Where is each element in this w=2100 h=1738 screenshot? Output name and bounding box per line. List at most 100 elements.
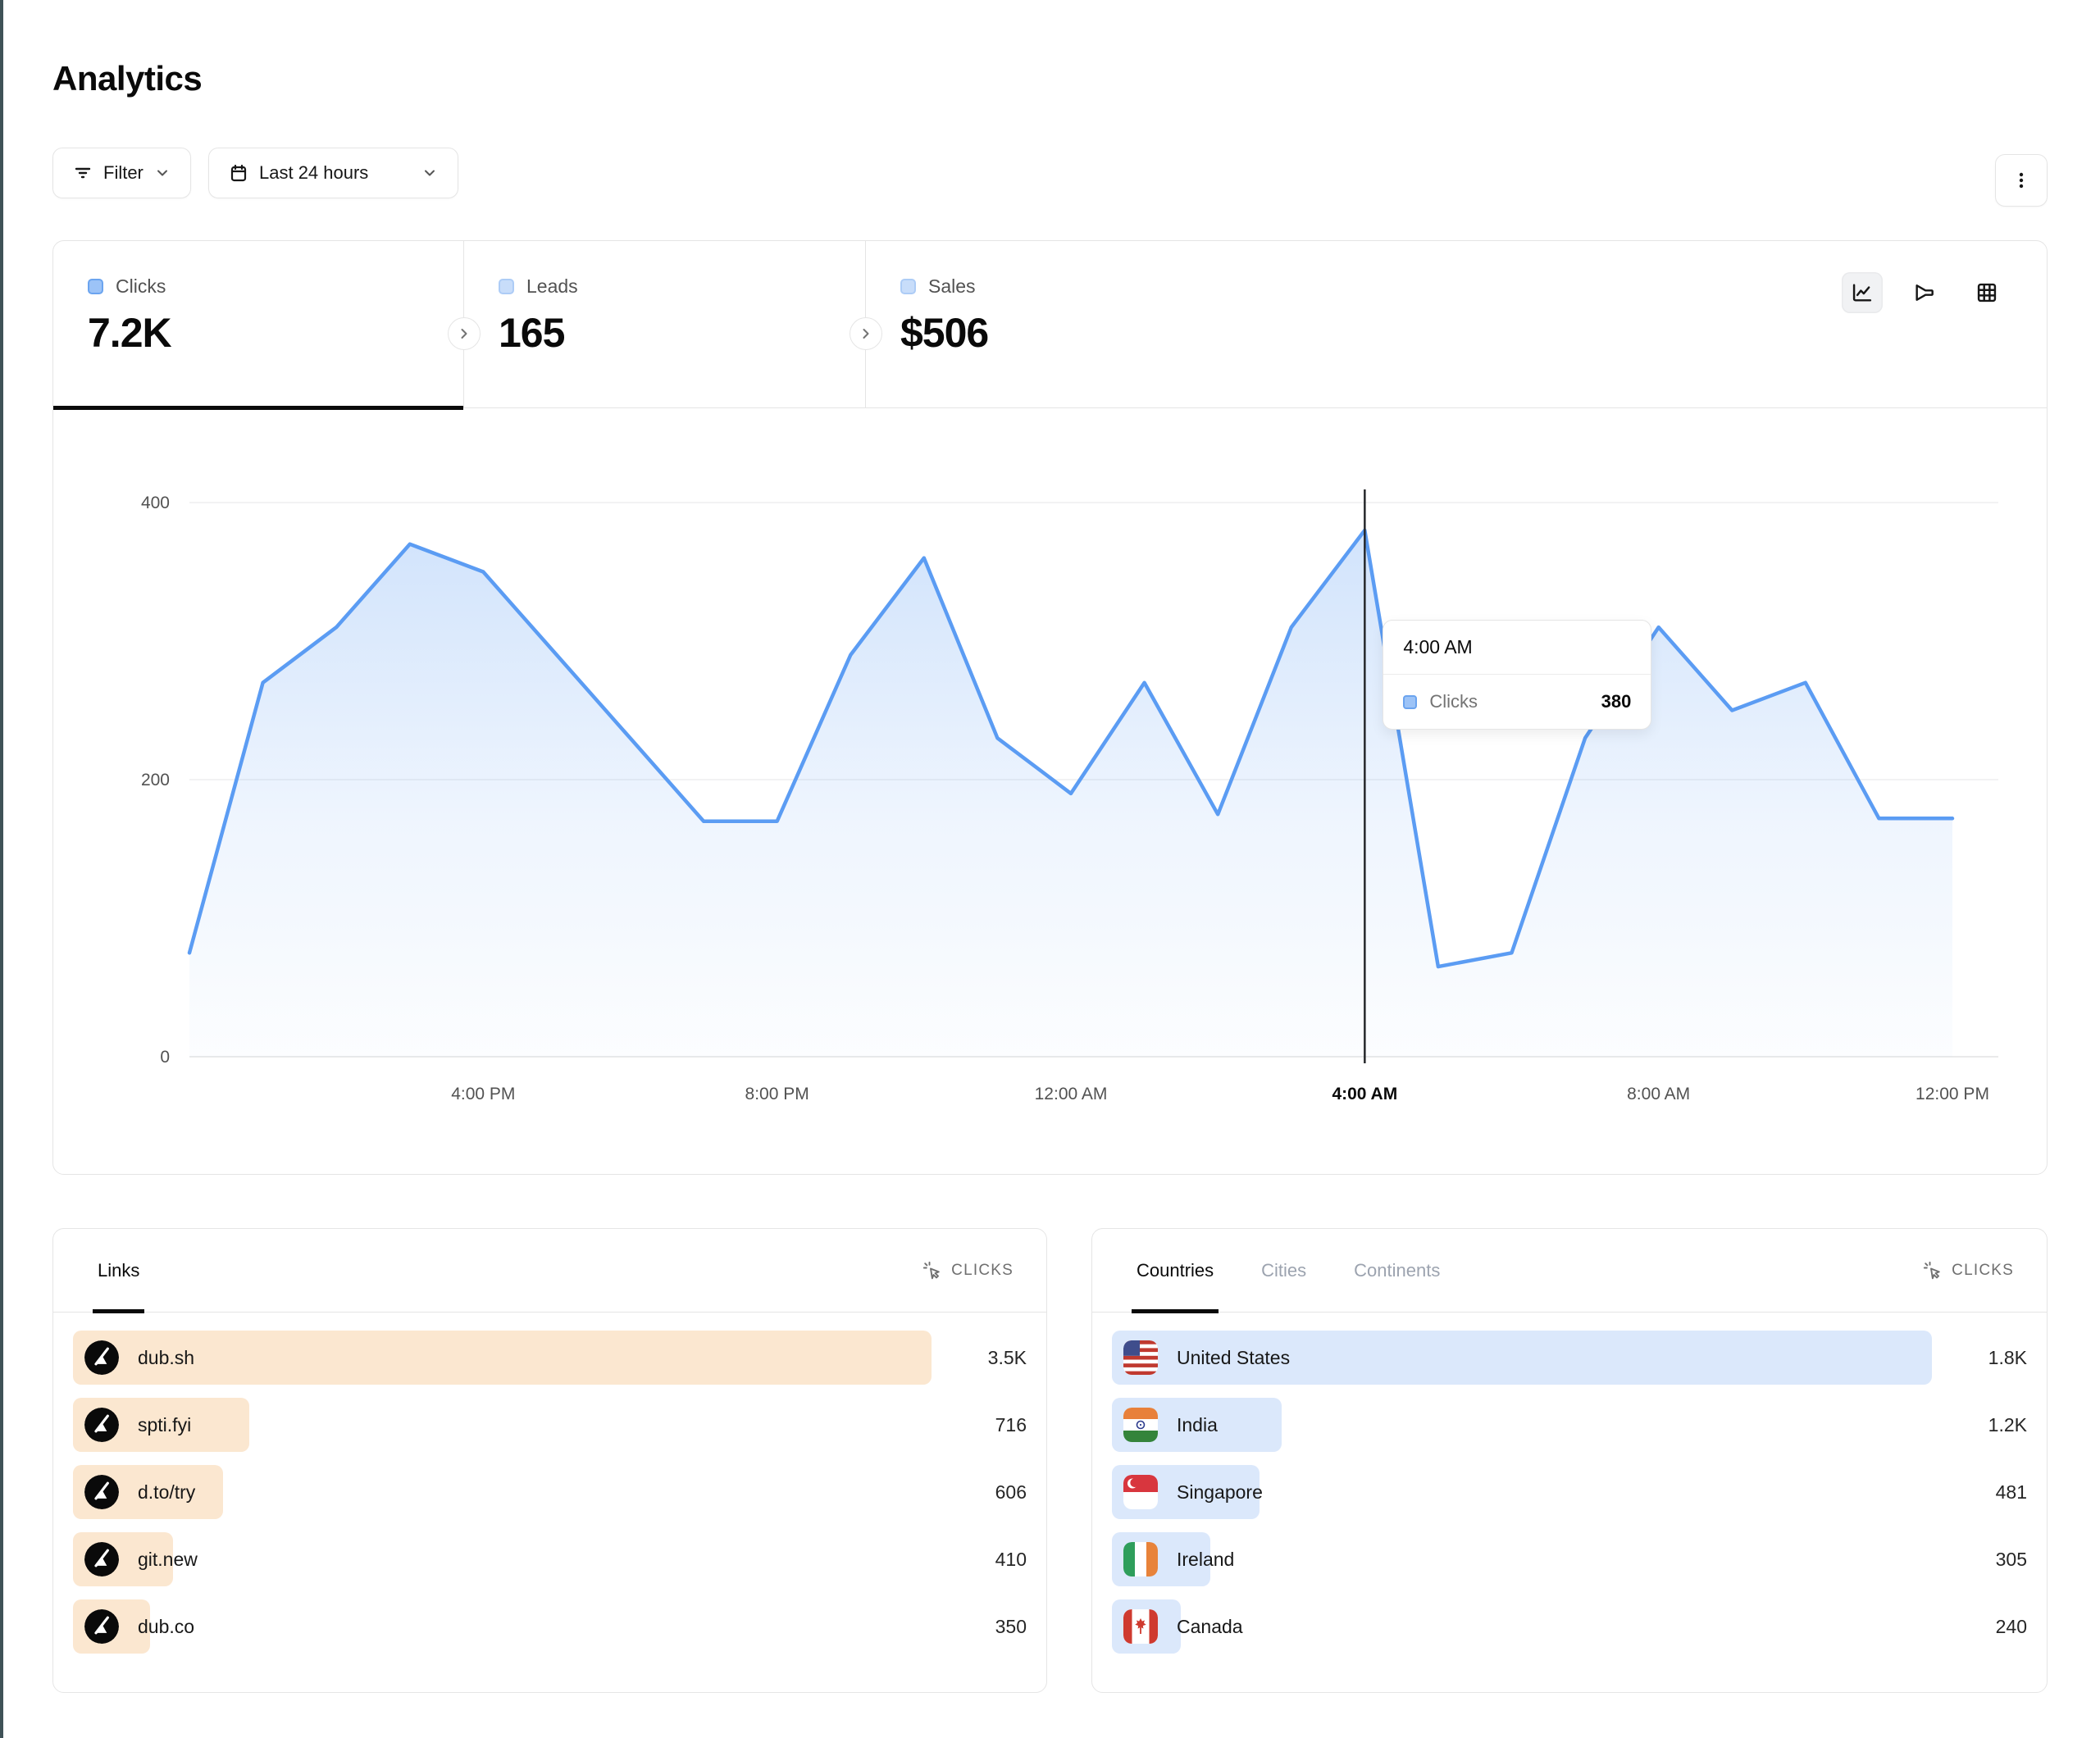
country-row[interactable]: India 1.2K [1112, 1398, 2027, 1452]
date-range-button[interactable]: Last 24 hours [208, 148, 458, 198]
country-bar [1112, 1331, 1932, 1385]
line-chart-view-button[interactable] [1842, 272, 1883, 313]
analytics-chart-card: Clicks 7.2K Leads 165 Sales $506 [52, 240, 2048, 1175]
country-label: Singapore [1177, 1481, 1263, 1503]
country-clicks-value: 240 [1995, 1615, 2027, 1637]
links-panel-header: Links CLICKS [53, 1229, 1046, 1313]
link-label: d.to/try [138, 1481, 196, 1503]
country-clicks-value: 305 [1995, 1548, 2027, 1570]
cursor-click-icon [1924, 1261, 1940, 1279]
country-label: India [1177, 1413, 1218, 1435]
stats-tabs-row: Clicks 7.2K Leads 165 Sales $506 [53, 241, 2048, 410]
metric-label: CLICKS [951, 1261, 1014, 1279]
table-grid-icon [1977, 283, 1997, 303]
link-row[interactable]: git.new 410 [73, 1532, 1027, 1586]
tab-links[interactable]: Links [93, 1229, 145, 1313]
link-row[interactable]: dub.co 350 [73, 1599, 1027, 1654]
flag-united-states-icon [1123, 1340, 1158, 1375]
filter-icon [73, 163, 93, 183]
link-row[interactable]: d.to/try 606 [73, 1465, 1027, 1519]
tooltip-time: 4:00 AM [1383, 621, 1651, 675]
stat-label: Sales [928, 275, 976, 297]
analytics-page: Analytics Filter Last 24 hours [52, 0, 2048, 1738]
link-clicks-value: 3.5K [987, 1346, 1027, 1368]
country-row[interactable]: United States 1.8K [1112, 1331, 2027, 1385]
tab-label: Continents [1354, 1259, 1441, 1281]
stat-label: Leads [526, 275, 578, 297]
tab-sales[interactable]: Sales $506 [866, 241, 2048, 408]
link-bar [73, 1331, 932, 1385]
countries-panel-header: Countries Cities Continents CLICKS [1092, 1229, 2047, 1313]
link-clicks-value: 410 [995, 1548, 1027, 1570]
active-tab-underline [1132, 1308, 1219, 1313]
funnel-icon [1916, 284, 1934, 301]
leads-series-swatch-icon [499, 279, 514, 294]
country-row[interactable]: Ireland 305 [1112, 1532, 2027, 1586]
tab-continents[interactable]: Continents [1349, 1229, 1445, 1312]
tooltip-series-label: Clicks [1429, 691, 1478, 712]
x-axis-tick-label: 8:00 AM [1627, 1085, 1690, 1103]
active-tab-underline [53, 405, 463, 410]
tab-clicks[interactable]: Clicks 7.2K [53, 241, 464, 410]
y-axis-tick-label: 0 [160, 1048, 170, 1067]
countries-panel: Countries Cities Continents CLICKS [1091, 1228, 2048, 1693]
flag-canada-icon [1123, 1609, 1158, 1644]
kebab-menu-icon [2011, 171, 2031, 190]
funnel-view-button[interactable] [1904, 272, 1945, 313]
flag-ireland-icon [1123, 1542, 1158, 1576]
line-chart-icon [1852, 284, 1872, 302]
y-axis-tick-label: 200 [141, 771, 170, 789]
y-axis-tick-label: 400 [141, 494, 170, 512]
tab-countries[interactable]: Countries [1132, 1229, 1219, 1313]
link-label: git.new [138, 1548, 198, 1570]
stat-value: $506 [900, 310, 989, 356]
country-label: Ireland [1177, 1548, 1235, 1570]
link-row[interactable]: spti.fyi 716 [73, 1398, 1027, 1452]
link-clicks-value: 716 [995, 1413, 1027, 1435]
dub-logo-icon [84, 1408, 119, 1442]
clicks-series-swatch-icon [1403, 694, 1418, 709]
country-clicks-value: 1.2K [1988, 1413, 2027, 1435]
dub-logo-icon [84, 1609, 119, 1644]
link-row[interactable]: dub.sh 3.5K [73, 1331, 1027, 1385]
country-row[interactable]: Singapore 481 [1112, 1465, 2027, 1519]
clicks-time-series-chart[interactable]: 0 200 400 4:00 PM 8:00 PM 12:00 AM 4:00 AM 8:00… [53, 408, 2047, 1174]
country-label: United States [1177, 1346, 1291, 1368]
table-view-button[interactable] [1966, 272, 2007, 313]
country-label: Canada [1177, 1615, 1243, 1637]
filter-button[interactable]: Filter [52, 148, 191, 198]
chevron-right-icon [461, 329, 467, 339]
country-clicks-value: 481 [1995, 1481, 2027, 1503]
tab-label: Links [98, 1259, 140, 1281]
stat-value: 7.2K [88, 310, 172, 356]
flag-india-icon [1123, 1408, 1158, 1442]
expand-clicks-button[interactable] [448, 317, 481, 350]
country-row[interactable]: Canada 240 [1112, 1599, 2027, 1654]
x-axis-tick-label: 4:00 AM [1332, 1085, 1397, 1103]
expand-leads-button[interactable] [850, 317, 882, 350]
tab-leads[interactable]: Leads 165 [464, 241, 866, 408]
x-axis-tick-label: 12:00 PM [1916, 1085, 1989, 1103]
chevron-down-icon [154, 165, 171, 181]
links-list: dub.sh 3.5K spti.fyi 716 [53, 1313, 1046, 1654]
tab-cities[interactable]: Cities [1256, 1229, 1311, 1312]
dub-logo-icon [84, 1340, 119, 1375]
more-options-button[interactable] [1995, 154, 2048, 207]
link-label: dub.co [138, 1615, 195, 1637]
tab-label: Cities [1261, 1259, 1307, 1281]
stat-value: 165 [499, 310, 565, 356]
countries-list: United States 1.8K India 1.2K [1092, 1313, 2047, 1654]
toolbar: Filter Last 24 hours [52, 148, 2048, 207]
sales-series-swatch-icon [900, 279, 916, 294]
links-metric-selector[interactable]: CLICKS [922, 1229, 1014, 1312]
chart-line [187, 528, 1955, 969]
dub-logo-icon [84, 1475, 119, 1509]
window-edge [0, 0, 3, 1738]
chart-tooltip: 4:00 AM Clicks 380 [1383, 620, 1652, 730]
filter-button-label: Filter [103, 162, 143, 183]
countries-metric-selector[interactable]: CLICKS [1923, 1229, 2014, 1312]
link-label: dub.sh [138, 1346, 195, 1368]
area-chart-canvas: 0 200 400 4:00 PM 8:00 PM 12:00 AM 4:00 AM 8:00… [141, 489, 1998, 1103]
dub-logo-icon [84, 1542, 119, 1576]
flag-singapore-icon [1123, 1475, 1158, 1509]
